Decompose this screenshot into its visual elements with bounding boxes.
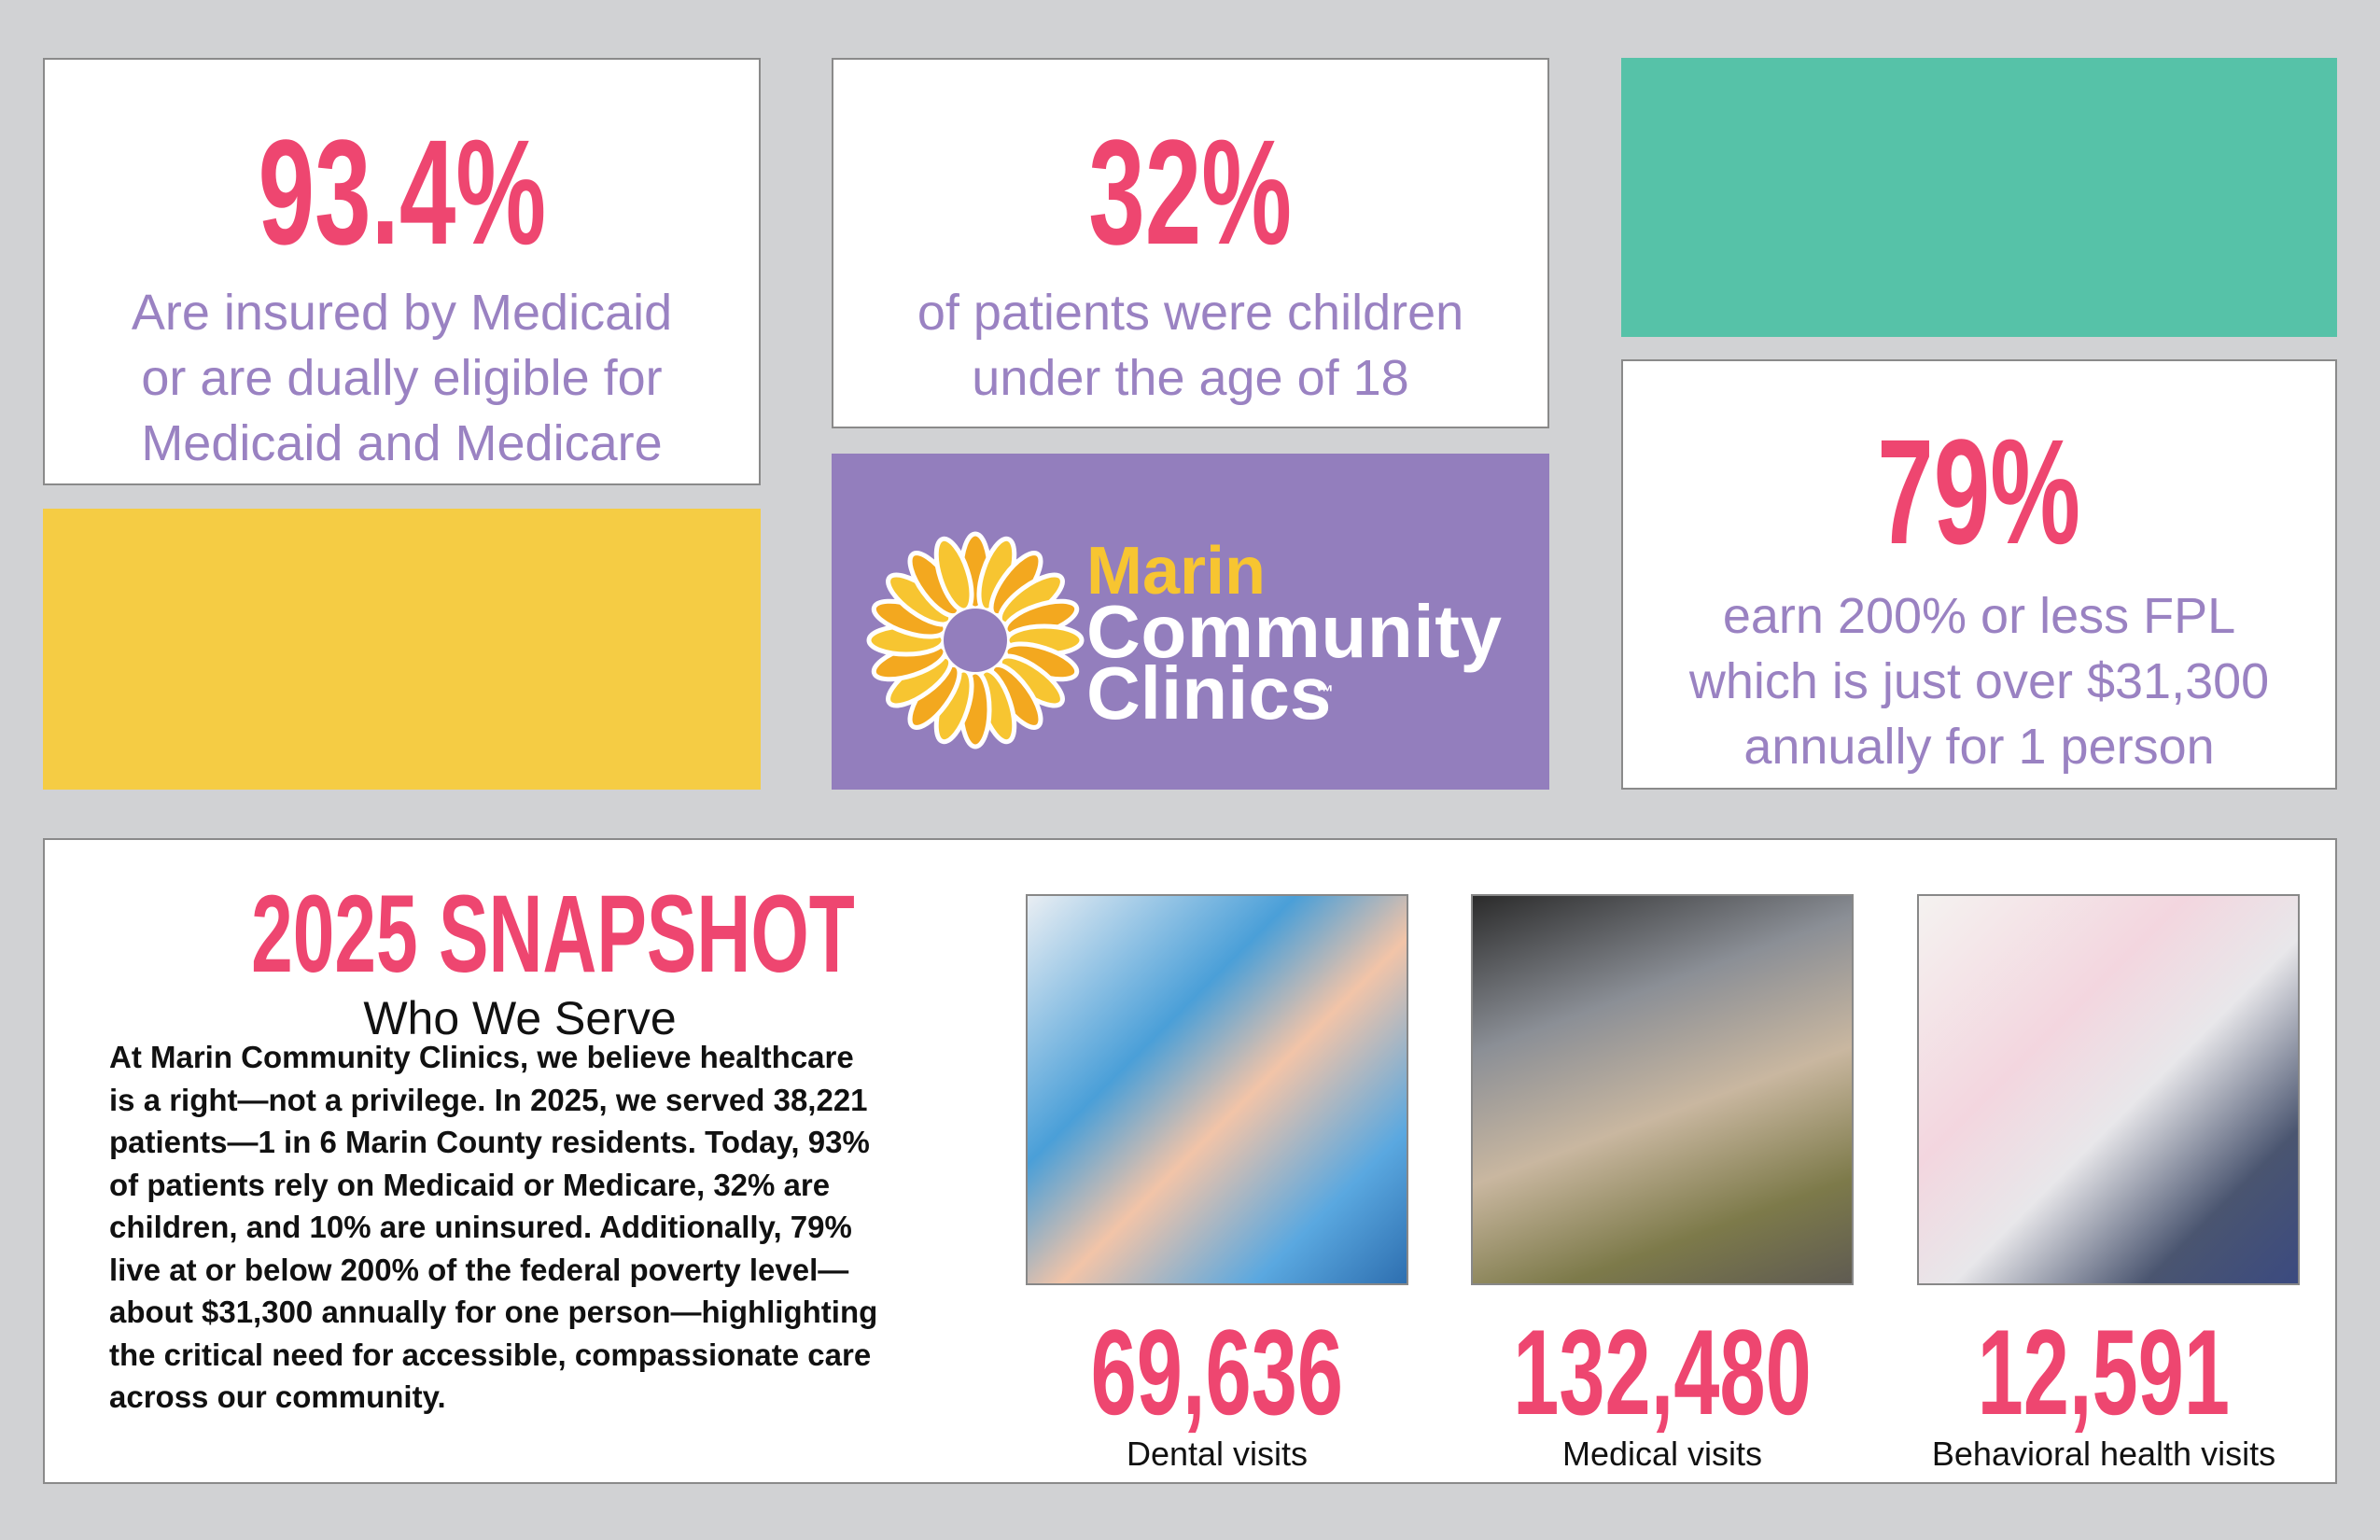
logo-text: Clinics: [1086, 651, 1331, 735]
desc-line: Medicaid and Medicare: [141, 415, 663, 471]
stat-card: 32% of patients were children under the …: [832, 58, 1549, 428]
visit-stat: 132,480 Medical visits: [1401, 1311, 1924, 1474]
text-line: across our community.: [109, 1379, 446, 1414]
stat-desc: of patients were children under the age …: [917, 280, 1463, 411]
desc-line: annually for 1 person: [1743, 719, 2215, 775]
text-line: about $31,300 annually for one person—hi…: [109, 1295, 878, 1329]
logo: Marin Community Clinics ™: [866, 531, 1503, 749]
text-line: of patients rely on Medicaid or Medicare…: [109, 1167, 831, 1202]
stat-card: 93.4% Are insured by Medicaid or are dua…: [43, 58, 761, 485]
photo-behavioral: [1917, 894, 2300, 1285]
logo-tm: ™: [1315, 682, 1334, 703]
visit-number: 132,480: [1513, 1304, 1812, 1440]
stat-number: 32%: [1088, 108, 1293, 275]
yellow-block: [43, 509, 761, 790]
text-line: children, and 10% are uninsured. Additio…: [109, 1210, 852, 1244]
text-line: is a right—not a privilege. In 2025, we …: [109, 1082, 868, 1117]
desc-line: earn 200% or less FPL: [1722, 588, 2236, 644]
text-line: the critical need for accessible, compas…: [109, 1337, 872, 1372]
desc-line: or are dually eligible for: [141, 350, 663, 406]
visit-stat: 69,636 Dental visits: [956, 1311, 1478, 1474]
desc-line: of patients were children: [917, 285, 1464, 341]
desc-line: under the age of 18: [972, 350, 1409, 406]
stat-number: 79%: [1877, 408, 2081, 575]
snapshot-subtitle: Who We Serve: [363, 992, 677, 1044]
desc-line: which is just over $31,300: [1688, 653, 2270, 709]
snapshot-title: 2025 SNAPSHOT: [251, 873, 855, 996]
text-line: patients—1 in 6 Marin County residents. …: [109, 1125, 870, 1159]
visit-number: 12,591: [1977, 1304, 2231, 1440]
text-line: live at or below 200% of the federal pov…: [109, 1252, 849, 1287]
photo-dental: [1026, 894, 1408, 1285]
logo-text: Community: [1086, 590, 1503, 673]
text-line: At Marin Community Clinics, we believe h…: [109, 1040, 854, 1074]
logo-text: Marin: [1086, 534, 1266, 609]
stat-desc: earn 200% or less FPL which is just over…: [1689, 583, 2269, 779]
teal-block: [1621, 58, 2337, 337]
stat-card: 79% earn 200% or less FPL which is just …: [1621, 359, 2337, 790]
visit-label: Behavioral health visits: [1931, 1435, 2276, 1473]
stat-desc: Are insured by Medicaid or are dually el…: [132, 280, 672, 476]
stat-number: 93.4%: [258, 108, 546, 275]
snapshot-heading: 2025 SNAPSHOT Who We Serve: [109, 879, 931, 1045]
snapshot-text: At Marin Community Clinics, we believe h…: [109, 1036, 877, 1419]
petal: [933, 536, 974, 613]
visit-stat: 12,591 Behavioral health visits: [1842, 1311, 2365, 1474]
logo-block: Marin Community Clinics ™: [832, 454, 1549, 790]
desc-line: Are insured by Medicaid: [131, 285, 673, 341]
visit-number: 69,636: [1090, 1304, 1344, 1440]
visit-label: Medical visits: [1561, 1435, 1763, 1473]
photo-medical: [1471, 894, 1854, 1285]
visit-label: Dental visits: [1126, 1435, 1309, 1473]
